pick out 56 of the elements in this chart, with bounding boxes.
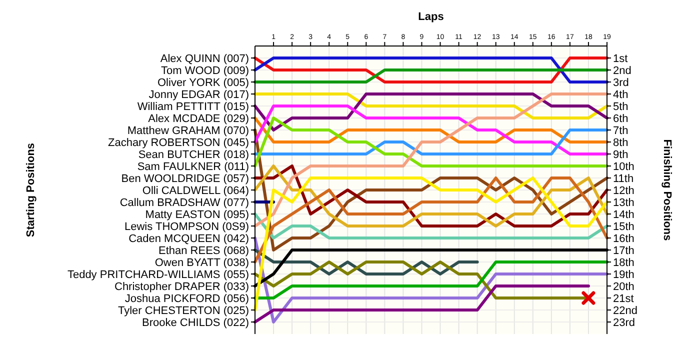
y-tick-label: 1st — [613, 52, 628, 65]
text: Alex QUINN (007) — [160, 52, 249, 65]
text: Oliver YORK (005) — [158, 76, 249, 89]
y-tick-label: 9th — [613, 148, 628, 161]
text: Matty EASTON (095) — [145, 208, 249, 221]
line-series — [254, 176, 608, 312]
y-tick-label: 18th — [613, 256, 634, 269]
line-series — [254, 236, 608, 324]
text: Caden MCQUEEN (042) — [128, 232, 249, 245]
y-tick-label: 12th — [613, 184, 634, 197]
text: Olli CALDWELL (064) — [142, 184, 249, 197]
text: Ben WOOLDRIDGE (057) — [121, 172, 249, 185]
y-tick-label: 14th — [613, 208, 634, 221]
text: Zachary ROBERTSON (045) — [108, 136, 249, 149]
y-tick-label: 23rd — [613, 316, 636, 329]
y-tick-label: 21st — [613, 292, 634, 305]
line-series — [254, 92, 608, 228]
y-tick-label: 6th — [613, 112, 628, 125]
line-series — [254, 92, 608, 132]
y-tick-label: 20th — [613, 280, 634, 293]
y-tick-label: 4th — [613, 88, 628, 101]
text: Christopher DRAPER (033) — [114, 280, 249, 293]
text: Joshua PICKFORD (056) — [124, 292, 249, 305]
y-tick-label: 15th — [613, 220, 634, 233]
y-tick-label: 8th — [613, 136, 628, 149]
text: Jonny EDGAR (017) — [148, 88, 249, 101]
text: Starting Positions — [25, 142, 37, 238]
y-tick-label: 11th — [613, 172, 634, 185]
x-axis-title: Laps — [418, 11, 444, 23]
text: Teddy PRITCHARD-WILLIAMS (055) — [67, 268, 249, 281]
text: Ethan REES (068) — [158, 244, 249, 257]
text: William PETTITT (015) — [137, 100, 249, 113]
text: Brooke CHILDS (022) — [142, 316, 249, 329]
y-tick-label: 22nd — [613, 304, 638, 317]
text: Tyler CHESTERTON (025) — [118, 304, 249, 317]
y-tick-label: 10th — [613, 160, 634, 173]
text: Alex MCDADE (029) — [148, 112, 249, 125]
y-axis-title: Finishing Positions — [661, 139, 673, 241]
y-tick-label: 5th — [613, 100, 628, 113]
text: Sean BUTCHER (018) — [138, 148, 249, 161]
text: Sam FAULKNER (011) — [137, 160, 249, 173]
line-series — [254, 176, 608, 264]
text: Tom WOOD (009) — [160, 64, 249, 77]
text: Matthew GRAHAM (070) — [127, 124, 249, 137]
line-series — [254, 104, 608, 156]
y-tick-label: 3rd — [613, 76, 629, 89]
y-tick-label: 19th — [613, 268, 634, 281]
text: Lewis THOMPSON (0S9) — [124, 220, 249, 233]
y-tick-label: 2nd — [613, 64, 632, 77]
line-series — [254, 116, 608, 168]
text: Owen BYATT (038) — [154, 256, 249, 269]
y-tick-label: 13th — [613, 196, 634, 209]
y-tick-label: 17th — [613, 244, 634, 257]
text: Callum BRADSHAW (077) — [120, 196, 249, 209]
y-tick-label: 7th — [613, 124, 628, 137]
y-tick-label: 16th — [613, 232, 634, 245]
